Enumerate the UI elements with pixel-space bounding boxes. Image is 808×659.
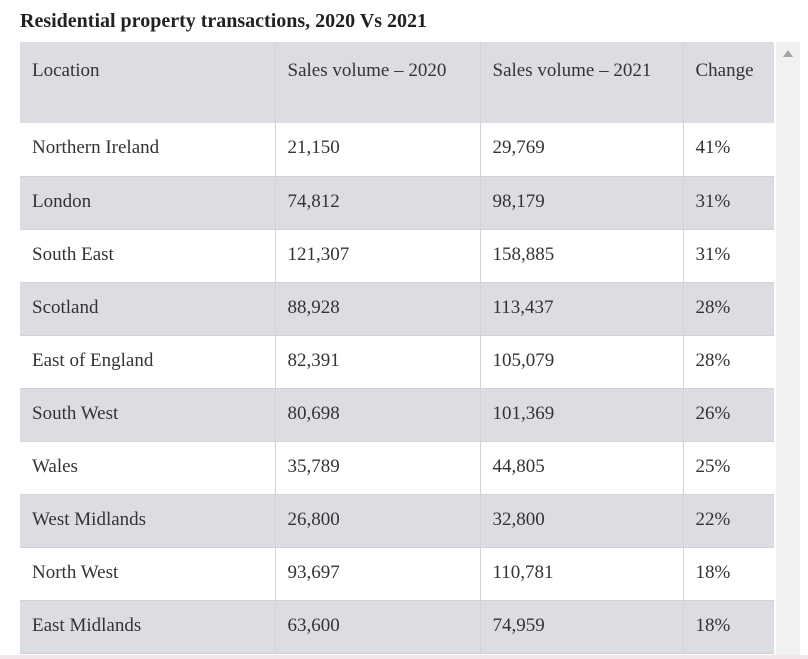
header-change: Change bbox=[682, 42, 774, 123]
table-row: North West 93,697 110,781 18% bbox=[20, 547, 774, 601]
header-sales-2021: Sales volume – 2021 bbox=[479, 42, 683, 123]
cell-sales-2021: 105,079 bbox=[479, 335, 683, 389]
cell-sales-2020: 74,812 bbox=[274, 176, 480, 230]
cell-location: Wales bbox=[20, 441, 275, 495]
cell-change: 41% bbox=[682, 123, 774, 177]
header-location: Location bbox=[20, 42, 275, 123]
cell-location: East Midlands bbox=[20, 600, 275, 654]
cell-location: Northern Ireland bbox=[20, 123, 275, 177]
cell-change: 26% bbox=[682, 388, 774, 442]
table-container: Location Sales volume – 2020 Sales volum… bbox=[20, 42, 774, 655]
cell-change: 28% bbox=[682, 282, 774, 336]
cell-change: 28% bbox=[682, 335, 774, 389]
cell-change: 31% bbox=[682, 176, 774, 230]
transactions-table: Location Sales volume – 2020 Sales volum… bbox=[20, 42, 774, 654]
cell-sales-2020: 26,800 bbox=[274, 494, 480, 548]
table-row: London 74,812 98,179 31% bbox=[20, 176, 774, 230]
table-row: East Midlands 63,600 74,959 18% bbox=[20, 600, 774, 654]
cell-sales-2021: 44,805 bbox=[479, 441, 683, 495]
cell-sales-2021: 32,800 bbox=[479, 494, 683, 548]
cell-location: South East bbox=[20, 229, 275, 283]
table-row: South East 121,307 158,885 31% bbox=[20, 229, 774, 283]
cell-change: 22% bbox=[682, 494, 774, 548]
scroll-up-arrow-icon[interactable] bbox=[783, 50, 793, 57]
cell-location: West Midlands bbox=[20, 494, 275, 548]
table-row: East of England 82,391 105,079 28% bbox=[20, 335, 774, 389]
cell-sales-2021: 29,769 bbox=[479, 123, 683, 177]
table-row: Wales 35,789 44,805 25% bbox=[20, 441, 774, 495]
cell-change: 25% bbox=[682, 441, 774, 495]
cell-location: Scotland bbox=[20, 282, 275, 336]
cell-sales-2021: 101,369 bbox=[479, 388, 683, 442]
cell-change: 18% bbox=[682, 547, 774, 601]
table-row: Northern Ireland 21,150 29,769 41% bbox=[20, 123, 774, 177]
cell-sales-2020: 82,391 bbox=[274, 335, 480, 389]
cell-change: 18% bbox=[682, 600, 774, 654]
cell-sales-2020: 21,150 bbox=[274, 123, 480, 177]
page-bottom-strip bbox=[0, 655, 808, 659]
cell-location: London bbox=[20, 176, 275, 230]
header-sales-2020: Sales volume – 2020 bbox=[274, 42, 480, 123]
cell-sales-2020: 88,928 bbox=[274, 282, 480, 336]
table-row: South West 80,698 101,369 26% bbox=[20, 388, 774, 442]
cell-sales-2021: 98,179 bbox=[479, 176, 683, 230]
cell-sales-2020: 93,697 bbox=[274, 547, 480, 601]
cell-sales-2020: 121,307 bbox=[274, 229, 480, 283]
cell-location: East of England bbox=[20, 335, 275, 389]
scrollbar[interactable] bbox=[776, 42, 800, 655]
cell-sales-2020: 80,698 bbox=[274, 388, 480, 442]
cell-location: North West bbox=[20, 547, 275, 601]
table-row: West Midlands 26,800 32,800 22% bbox=[20, 494, 774, 548]
table-title: Residential property transactions, 2020 … bbox=[20, 10, 428, 32]
table-row: Scotland 88,928 113,437 28% bbox=[20, 282, 774, 336]
cell-sales-2021: 74,959 bbox=[479, 600, 683, 654]
cell-change: 31% bbox=[682, 229, 774, 283]
cell-sales-2021: 113,437 bbox=[479, 282, 683, 336]
cell-sales-2020: 63,600 bbox=[274, 600, 480, 654]
cell-sales-2020: 35,789 bbox=[274, 441, 480, 495]
cell-location: South West bbox=[20, 388, 275, 442]
cell-sales-2021: 158,885 bbox=[479, 229, 683, 283]
cell-sales-2021: 110,781 bbox=[479, 547, 683, 601]
header-row: Location Sales volume – 2020 Sales volum… bbox=[20, 42, 774, 123]
